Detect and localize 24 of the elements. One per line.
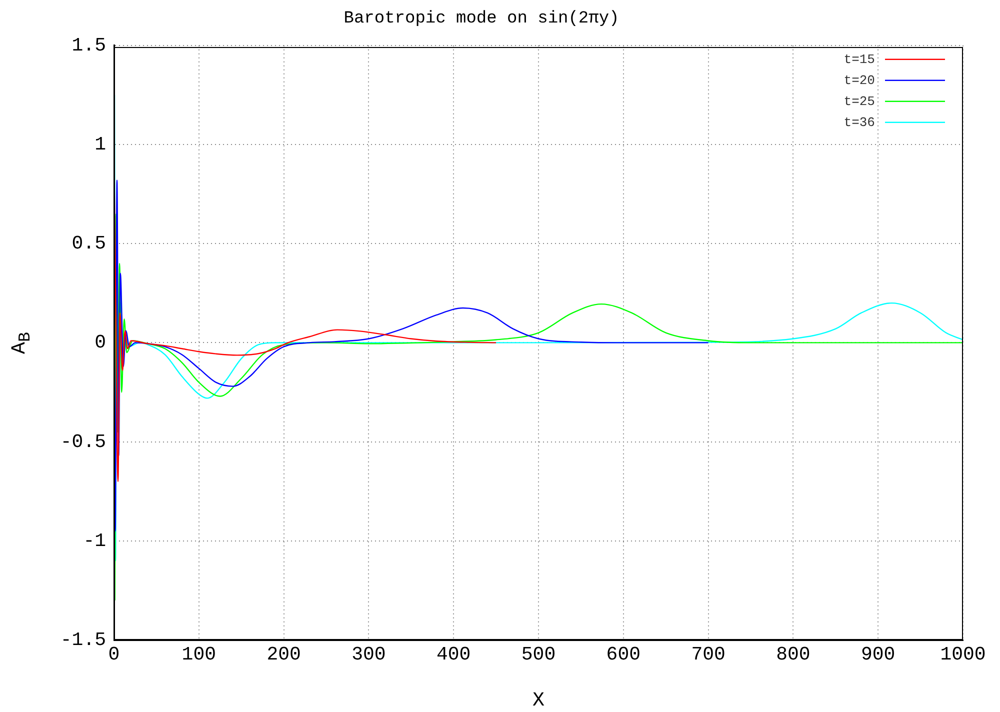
legend-label: t=15 (844, 52, 875, 67)
chart-title: Barotropic mode on sin(2πy) (344, 10, 620, 29)
y-tick-label: 0 (94, 332, 106, 354)
x-tick-label: 900 (860, 643, 896, 666)
x-axis-title: X (532, 689, 545, 712)
y-tick-label: 0.5 (72, 232, 106, 255)
y-tick-label: 1.5 (72, 34, 106, 56)
x-tick-label: 100 (182, 643, 216, 666)
legend-label: t=25 (844, 94, 875, 109)
y-tick-label: -1 (83, 530, 106, 552)
x-tick-label: 300 (352, 643, 386, 666)
x-tick-label: 200 (266, 643, 301, 666)
x-tick-label: 600 (606, 643, 641, 666)
y-tick-label: -0.5 (60, 430, 106, 453)
y-tick-label: 1 (94, 134, 106, 156)
x-tick-label: 500 (521, 643, 556, 666)
x-tick-label: 700 (691, 643, 726, 666)
line-series (114, 180, 709, 532)
legend-label: t=20 (844, 72, 875, 88)
legend-label: t=36 (844, 114, 875, 130)
x-tick-label: 800 (776, 643, 810, 666)
x-tick-label: 400 (436, 643, 471, 666)
y-tick-label: -1.5 (60, 629, 106, 652)
x-tick-label: 1000 (940, 643, 986, 666)
